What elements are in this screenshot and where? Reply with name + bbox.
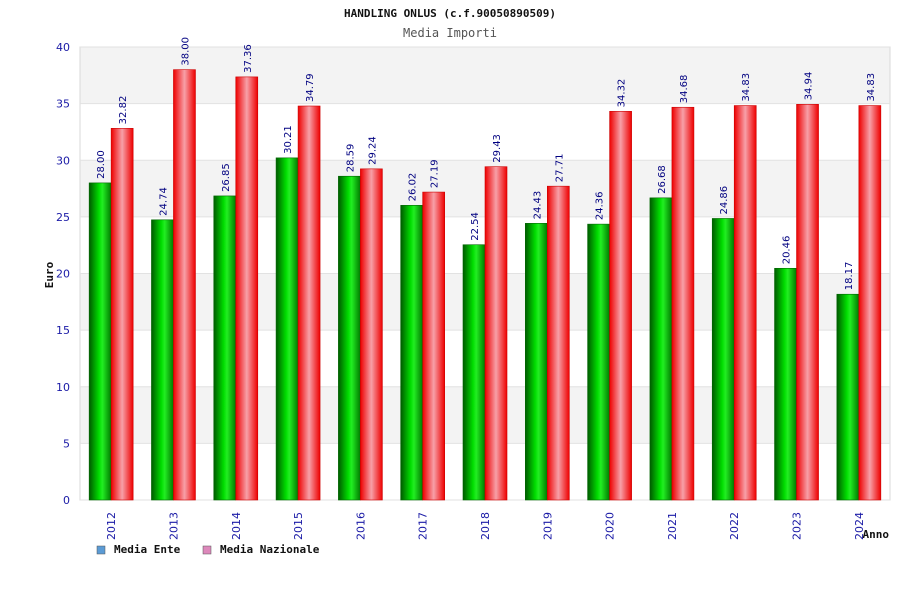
plot-band [80,103,890,161]
x-tick-label: 2018 [479,512,492,540]
bar-media-nazionale-2021 [671,106,695,501]
bar-media-nazionale-2015 [297,105,321,501]
data-label: 20.46 [782,236,793,265]
y-axis-label: Euro [43,261,56,288]
data-label: 28.00 [96,150,107,179]
x-axis-label: Anno [863,528,890,541]
data-label: 34.83 [741,73,752,102]
data-label: 34.79 [305,73,316,102]
bar-media-nazionale-2019 [547,185,570,501]
data-label: 24.74 [158,187,169,216]
x-tick-label: 2020 [604,512,617,540]
x-axis-ticks: 2012 2013 2014 2015 2016 2017 2018 2019 2020 2021… [105,512,866,540]
bar-media-ente-2017 [400,205,423,501]
bar-media-nazionale-2016 [360,168,383,501]
data-label: 29.24 [367,136,378,165]
data-label: 34.83 [866,73,877,102]
data-label: 24.43 [532,191,543,220]
y-tick-label: 40 [56,41,70,54]
y-axis-ticks: 0 5 10 15 20 25 30 35 40 [56,41,70,507]
bar-media-nazionale-2012 [110,128,134,501]
x-tick-label: 2015 [292,512,305,540]
bar-media-nazionale-2018 [484,166,508,501]
bar-media-ente-2023 [774,267,797,501]
legend-label-media-ente: Media Ente [114,543,181,556]
data-label: 18.17 [844,262,855,291]
data-label: 34.94 [804,72,815,101]
data-label: 38.00 [180,37,191,66]
data-label: 28.59 [345,144,356,173]
bar-media-ente-2012 [88,182,112,501]
bars [88,69,882,501]
data-label: 24.36 [595,191,606,220]
data-label: 26.68 [657,165,668,194]
x-tick-label: 2021 [666,512,679,540]
data-label: 26.85 [221,163,232,192]
data-label: 27.19 [430,159,441,188]
chart-subtitle: Media Importi [403,26,497,40]
x-tick-label: 2014 [230,512,243,540]
chart-title: HANDLING ONLUS (c.f.90050890509) [344,7,556,20]
data-label: 30.21 [283,125,294,154]
x-tick-label: 2019 [541,512,554,540]
x-tick-label: 2012 [105,512,118,540]
data-label: 37.36 [243,44,254,73]
bar-media-nazionale-2024 [858,105,882,501]
bar-media-ente-2015 [275,157,299,501]
legend-swatch-media-ente [96,545,106,555]
x-tick-label: 2016 [354,512,367,540]
y-tick-label: 20 [56,268,70,281]
y-tick-label: 5 [63,437,70,450]
y-tick-label: 10 [56,381,70,394]
legend-swatch-media-nazionale [202,545,212,555]
bar-media-ente-2024 [836,293,860,501]
data-label: 32.82 [118,96,129,125]
bar-media-ente-2014 [213,195,237,501]
data-label: 22.54 [470,212,481,241]
data-label: 34.68 [679,75,690,104]
bar-media-nazionale-2020 [609,111,632,501]
bar-media-ente-2018 [462,244,486,501]
bar-media-nazionale-2013 [173,69,196,501]
y-tick-label: 15 [56,324,70,337]
legend-label-media-nazionale: Media Nazionale [220,543,320,556]
bar-media-nazionale-2023 [796,104,819,501]
legend: Media Ente Media Nazionale [96,543,320,556]
x-tick-label: 2017 [417,512,430,540]
plot-band [80,47,890,104]
data-label: 27.71 [554,154,565,183]
bar-media-ente-2021 [649,197,673,501]
bar-media-nazionale-2014 [235,76,259,501]
data-label: 29.43 [492,134,503,163]
bar-media-ente-2019 [525,223,548,501]
data-label: 24.86 [719,186,730,215]
x-tick-label: 2022 [728,512,741,540]
data-label: 34.32 [617,79,628,108]
x-tick-label: 2023 [791,512,804,540]
bar-media-ente-2020 [587,223,610,501]
bar-media-ente-2016 [338,175,361,501]
bar-media-nazionale-2022 [733,105,757,501]
bar-media-ente-2022 [711,218,735,501]
data-labels: 28.00 32.82 24.74 38.00 26.85 37.36 30.21 34.79… [96,37,877,290]
y-tick-label: 25 [56,211,70,224]
data-label: 26.02 [408,173,419,202]
bar-media-nazionale-2017 [422,191,445,501]
bar-media-ente-2013 [151,219,174,501]
x-tick-label: 2024 [853,512,866,540]
y-tick-label: 30 [56,154,70,167]
y-tick-label: 35 [56,98,70,111]
x-tick-label: 2013 [167,512,180,540]
y-tick-label: 0 [63,494,70,507]
